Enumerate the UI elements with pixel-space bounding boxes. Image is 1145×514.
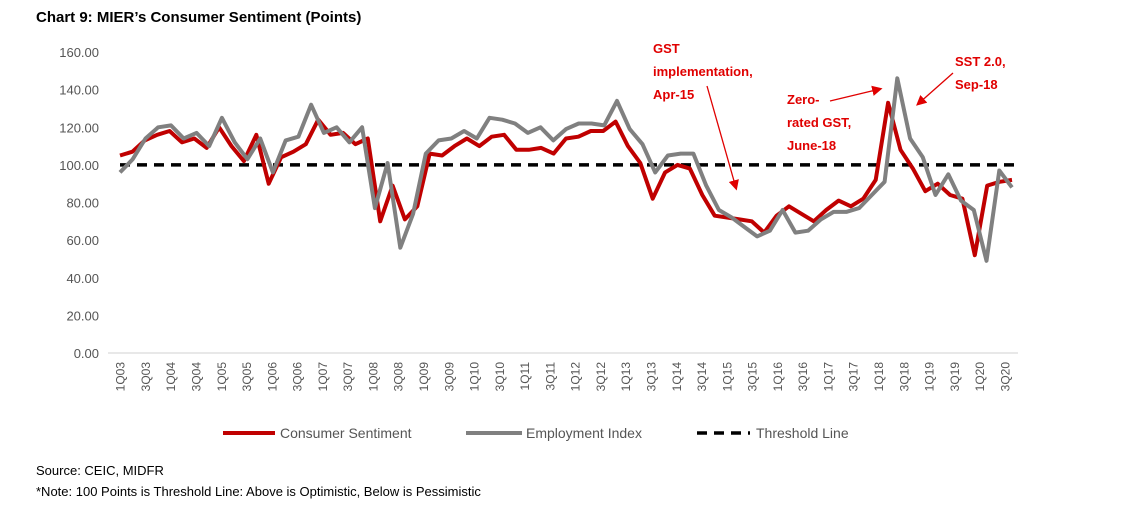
annotation-text: Zero- [787, 92, 820, 107]
x-tick-label: 1Q09 [417, 362, 431, 392]
y-tick-label: 40.00 [66, 271, 99, 286]
x-tick-label: 1Q16 [771, 362, 785, 392]
y-tick-label: 0.00 [74, 346, 99, 361]
x-tick-label: 3Q08 [392, 362, 406, 392]
x-tick-label: 1Q17 [821, 362, 835, 392]
x-tick-label: 3Q09 [442, 362, 456, 392]
x-tick-label: 3Q04 [189, 362, 203, 392]
x-tick-label: 1Q12 [569, 362, 583, 392]
x-tick-label: 1Q06 [265, 362, 279, 392]
x-tick-label: 3Q07 [341, 362, 355, 392]
y-tick-label: 140.00 [59, 83, 99, 98]
x-tick-label: 3Q11 [543, 362, 557, 391]
x-tick-label: 1Q04 [164, 362, 178, 392]
source-note: Source: CEIC, MIDFR [36, 463, 164, 478]
x-tick-label: 1Q05 [215, 362, 229, 392]
x-tick-label: 3Q10 [493, 362, 507, 392]
y-tick-label: 160.00 [59, 45, 99, 60]
y-tick-label: 100.00 [59, 158, 99, 173]
x-tick-label: 3Q05 [240, 362, 254, 392]
annotation-text: Apr-15 [653, 87, 694, 102]
annotation-text: implementation, [653, 64, 753, 79]
annotation-text: GST [653, 41, 680, 56]
x-tick-label: 1Q10 [468, 362, 482, 392]
legend: Consumer Sentiment Employment Index Thresh… [223, 425, 849, 441]
annotation-text: Sep-18 [955, 77, 998, 92]
x-tick-label: 1Q13 [619, 362, 633, 392]
legend-label: Consumer Sentiment [280, 425, 412, 441]
x-tick-label: 1Q20 [973, 362, 987, 392]
legend-label: Employment Index [526, 425, 642, 441]
x-tick-label: 1Q15 [720, 362, 734, 392]
x-tick-label: 3Q16 [796, 362, 810, 392]
x-tick-label: 1Q14 [670, 362, 684, 392]
series-layer [118, 76, 1016, 263]
annotation-arrow [706, 85, 739, 191]
y-tick-label: 20.00 [66, 308, 99, 323]
y-tick-label: 80.00 [66, 196, 99, 211]
consumer-sentiment-line [119, 100, 1013, 258]
x-tick-label: 3Q20 [998, 362, 1012, 392]
x-tick-label: 3Q15 [746, 362, 760, 392]
annotation-text: rated GST, [787, 115, 851, 130]
y-tick-label: 60.00 [66, 233, 99, 248]
threshold-note: *Note: 100 Points is Threshold Line: Abo… [36, 484, 481, 499]
x-tick-label: 1Q07 [316, 362, 330, 392]
chart-title: Chart 9: MIER’s Consumer Sentiment (Poin… [36, 9, 362, 26]
x-tick-label: 1Q18 [872, 362, 886, 392]
x-tick-label: 3Q13 [644, 362, 658, 392]
x-tick-label: 3Q19 [948, 362, 962, 392]
annotations: GST implementation, Apr-15 Zero-rated GST, J… [653, 41, 1006, 191]
x-tick-label: 1Q08 [366, 362, 380, 392]
x-tick-label: 1Q03 [114, 362, 128, 392]
annotation-text: SST 2.0, [955, 54, 1006, 69]
x-tick-label: 3Q18 [897, 362, 911, 392]
y-tick-label: 120.00 [59, 120, 99, 135]
x-tick-label: 3Q06 [291, 362, 305, 392]
x-tick-label: 3Q14 [695, 362, 709, 392]
x-tick-label: 1Q11 [518, 362, 532, 391]
legend-label: Threshold Line [756, 425, 849, 441]
x-tick-label: 3Q03 [139, 362, 153, 392]
x-axis: 1Q03 3Q03 1Q04 3Q04 1Q05 3Q05 1Q06 3Q06 1Q07 3Q07… [108, 352, 1018, 392]
employment-index-line [118, 76, 1014, 263]
x-tick-label: 3Q12 [594, 362, 608, 392]
y-axis: 0.00 20.00 40.00 60.00 80.00 100.00 120.00 140.… [59, 45, 99, 361]
annotation-arrow [829, 85, 883, 102]
x-tick-label: 3Q17 [847, 362, 861, 392]
annotation-text: June-18 [787, 138, 836, 153]
annotation-arrow [916, 72, 954, 106]
x-tick-label: 1Q19 [923, 362, 937, 392]
